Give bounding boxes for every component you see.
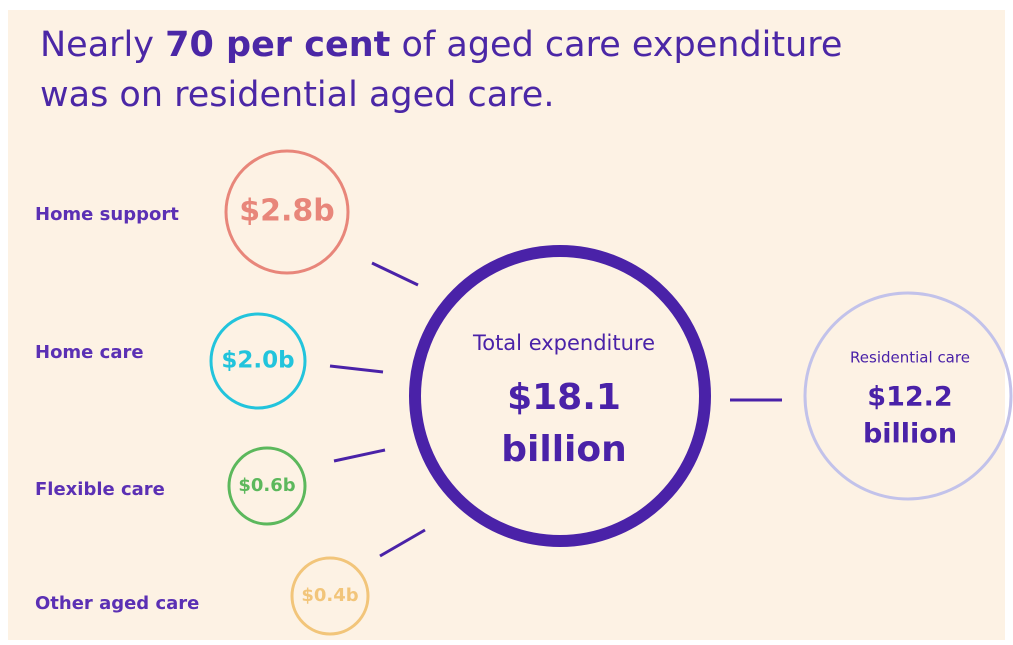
node-circle xyxy=(290,556,370,636)
total-circle xyxy=(409,245,711,547)
connector xyxy=(329,364,384,374)
node-value: $0.4b xyxy=(301,585,358,606)
node-value: $2.0b xyxy=(221,348,294,374)
title-line-2: was on residential aged care. xyxy=(40,75,554,115)
node-circle xyxy=(224,149,350,275)
residential-circle xyxy=(803,291,1013,501)
title-part: Nearly xyxy=(40,25,165,65)
total-label: Total expenditure xyxy=(472,331,655,355)
connector xyxy=(333,448,386,463)
node-value: $2.8b xyxy=(239,194,335,229)
residential-unit: billion xyxy=(863,419,957,450)
node-label: Other aged care xyxy=(35,593,199,614)
title-emphasis: 70 per cent xyxy=(165,25,390,65)
total-unit: billion xyxy=(501,429,627,470)
title-part: of aged care expenditure xyxy=(390,25,842,65)
total-value: $18.1 xyxy=(507,377,621,418)
node-label: Home support xyxy=(35,204,179,225)
residential-label: Residential care xyxy=(850,349,970,367)
node-label: Flexible care xyxy=(35,479,165,500)
residential-value: $12.2 xyxy=(867,382,952,413)
connector xyxy=(371,261,419,287)
node-value: $0.6b xyxy=(238,475,295,496)
title-line-1: Nearly 70 per cent of aged care expendit… xyxy=(40,25,842,65)
node-circle xyxy=(209,312,307,410)
connector xyxy=(379,528,426,558)
node-circle xyxy=(227,446,307,526)
node-label: Home care xyxy=(35,342,144,363)
